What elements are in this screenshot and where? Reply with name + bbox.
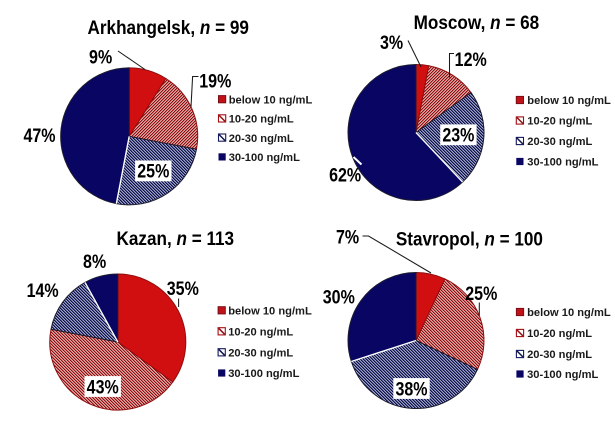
- svg-text:7%: 7%: [336, 226, 359, 248]
- svg-text:20-30 ng/mL: 20-30 ng/mL: [229, 133, 294, 145]
- svg-text:3%: 3%: [380, 32, 403, 54]
- svg-text:38%: 38%: [395, 378, 427, 400]
- svg-text:Stavropol, n = 100: Stavropol, n = 100: [396, 227, 543, 249]
- svg-text:20-30 ng/mL: 20-30 ng/mL: [527, 136, 592, 148]
- svg-text:14%: 14%: [27, 279, 59, 301]
- svg-text:below 10 ng/mL: below 10 ng/mL: [229, 94, 313, 106]
- svg-text:43%: 43%: [87, 376, 119, 398]
- svg-text:25%: 25%: [137, 160, 169, 182]
- svg-text:19%: 19%: [199, 70, 231, 92]
- svg-text:8%: 8%: [83, 251, 106, 273]
- svg-text:10-20 ng/mL: 10-20 ng/mL: [229, 113, 294, 125]
- svg-text:23%: 23%: [442, 124, 474, 146]
- svg-text:below 10 ng/mL: below 10 ng/mL: [228, 305, 312, 317]
- svg-text:below 10 ng/mL: below 10 ng/mL: [527, 95, 611, 107]
- svg-text:Kazan, n = 113: Kazan, n = 113: [116, 227, 234, 249]
- svg-text:Moscow, n = 68: Moscow, n = 68: [414, 11, 540, 33]
- svg-text:12%: 12%: [455, 49, 487, 71]
- svg-text:10-20 ng/mL: 10-20 ng/mL: [228, 326, 293, 338]
- svg-text:30-100 ng/mL: 30-100 ng/mL: [527, 369, 598, 381]
- svg-text:9%: 9%: [89, 46, 112, 68]
- svg-text:below 10 ng/mL: below 10 ng/mL: [527, 307, 611, 319]
- svg-text:25%: 25%: [465, 283, 497, 305]
- svg-text:30-100 ng/mL: 30-100 ng/mL: [228, 368, 299, 380]
- svg-text:35%: 35%: [167, 278, 199, 300]
- svg-text:Arkhangelsk, n = 99: Arkhangelsk, n = 99: [88, 16, 249, 38]
- svg-text:20-30 ng/mL: 20-30 ng/mL: [527, 349, 592, 361]
- svg-text:62%: 62%: [329, 164, 361, 186]
- svg-text:10-20 ng/mL: 10-20 ng/mL: [527, 116, 592, 128]
- svg-text:30-100 ng/mL: 30-100 ng/mL: [527, 157, 598, 169]
- svg-text:10-20 ng/mL: 10-20 ng/mL: [527, 328, 592, 340]
- svg-text:30%: 30%: [323, 286, 355, 308]
- svg-text:30-100 ng/mL: 30-100 ng/mL: [229, 152, 300, 164]
- svg-text:47%: 47%: [23, 124, 55, 146]
- svg-text:20-30 ng/mL: 20-30 ng/mL: [228, 347, 293, 359]
